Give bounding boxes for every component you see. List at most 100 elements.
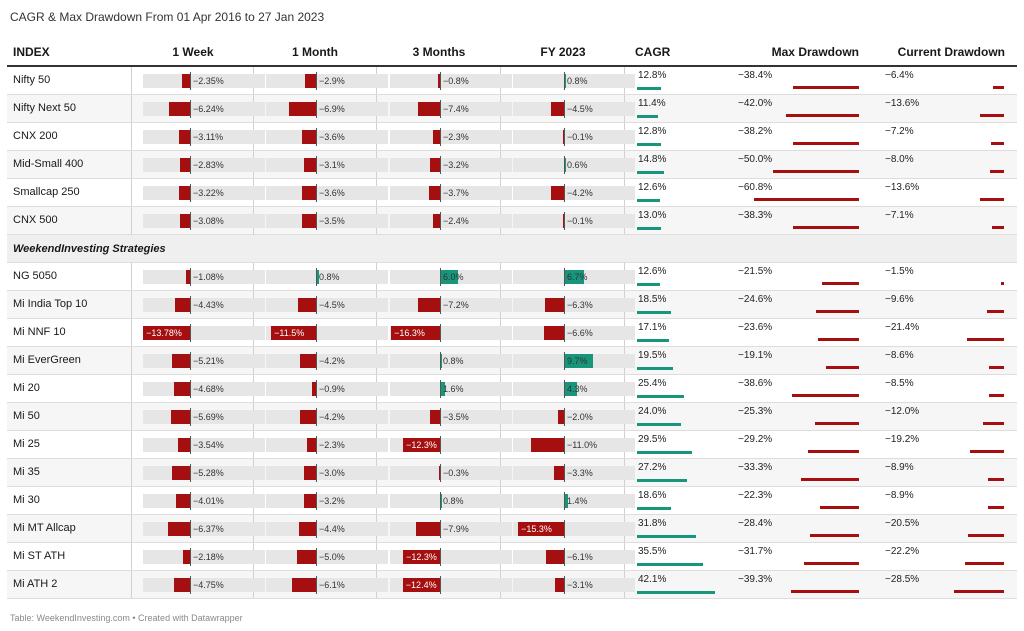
zero-line [190, 520, 191, 538]
bar-track [143, 130, 265, 144]
zero-line [564, 548, 565, 566]
data-label: −2.4% [443, 216, 469, 226]
table-row: Mi ST ATH −2.18% −5.0% −12.3% −6.1% 35.5% −31.… [7, 543, 1017, 571]
bar [551, 186, 564, 200]
data-label: −6.1% [319, 580, 345, 590]
metric-value: −38.6% [738, 378, 773, 389]
bar [143, 326, 190, 340]
zero-line [190, 184, 191, 202]
column-divider [131, 95, 132, 122]
bar [564, 354, 594, 368]
zero-line [564, 380, 565, 398]
metric-value: −13.6% [885, 98, 920, 109]
bar-track [143, 494, 265, 508]
metric-bar [792, 86, 859, 89]
metric-value: 12.6% [638, 266, 667, 277]
data-label: −2.3% [443, 132, 469, 142]
bar-track [266, 438, 388, 452]
zero-line [190, 324, 191, 342]
column-divider [131, 543, 132, 570]
row-name: Mi 20 [13, 382, 40, 394]
bar [545, 298, 564, 312]
header-row: INDEX 1 Week 1 Month 3 Months FY 2023 CAGR Max… [7, 39, 1017, 67]
zero-line [440, 576, 441, 594]
data-label: −2.83% [193, 160, 224, 170]
bar-track [513, 102, 635, 116]
zero-line [190, 492, 191, 510]
metric-bar [990, 170, 1004, 173]
data-label: −3.0% [319, 468, 345, 478]
zero-line [316, 380, 317, 398]
zero-line [190, 72, 191, 90]
table-row: Mi ATH 2 −4.75% −6.1% −12.4% −3.1% 42.1% −39.3… [7, 571, 1017, 599]
bar [182, 550, 190, 564]
row-name: Mid-Small 400 [13, 158, 84, 170]
metric-bar [815, 422, 859, 425]
data-label: −5.69% [193, 412, 224, 422]
metric-bar [980, 114, 1004, 117]
bar [562, 130, 564, 144]
group-header: WeekendInvesting Strategies [7, 235, 1017, 263]
data-label: −3.1% [319, 160, 345, 170]
zero-line [564, 408, 565, 426]
data-label: −6.24% [193, 104, 224, 114]
bar [182, 74, 190, 88]
metric-value: 18.6% [638, 490, 667, 501]
metric-value: 25.4% [638, 378, 667, 389]
data-label: −12.3% [406, 440, 437, 450]
metric-bar [753, 198, 859, 201]
row-name: Mi NNF 10 [13, 326, 66, 338]
bar [304, 74, 316, 88]
metric-bar [786, 114, 859, 117]
column-divider [131, 151, 132, 178]
metric-value: −23.6% [738, 322, 773, 333]
bar-track [266, 354, 388, 368]
bar [430, 158, 440, 172]
bar [170, 410, 190, 424]
bar-track [266, 382, 388, 396]
zero-line [190, 576, 191, 594]
metric-bar [791, 590, 859, 593]
bar-track [513, 130, 635, 144]
bar-track [266, 158, 388, 172]
zero-line [190, 156, 191, 174]
data-label: 6.0% [443, 272, 464, 282]
metric-bar [804, 562, 859, 565]
metric-bar [954, 590, 1004, 593]
metric-value: −39.3% [738, 574, 773, 585]
column-divider [131, 347, 132, 374]
zero-line [440, 548, 441, 566]
bar [179, 214, 190, 228]
metric-value: 12.8% [638, 70, 667, 81]
data-label: −3.3% [567, 468, 593, 478]
zero-line [564, 100, 565, 118]
metric-bar [992, 86, 1004, 89]
zero-line [564, 212, 565, 230]
data-label: −15.3% [521, 524, 552, 534]
zero-line [316, 156, 317, 174]
column-divider [131, 403, 132, 430]
metric-bar [988, 366, 1004, 369]
bar-track [513, 410, 635, 424]
bar-track [390, 466, 512, 480]
metric-bar [637, 507, 672, 510]
column-header: INDEX [13, 45, 50, 59]
row-name: Mi EverGreen [13, 354, 81, 366]
table-row: Mid-Small 400 −2.83% −3.1% −3.2% 0.6% 14.8% −5… [7, 151, 1017, 179]
bar [416, 522, 440, 536]
metric-bar [637, 479, 688, 482]
bar [545, 550, 564, 564]
bar [301, 186, 316, 200]
bar-track [266, 74, 388, 88]
metric-value: −7.1% [885, 210, 914, 221]
bar [564, 494, 569, 508]
metric-bar [983, 422, 1004, 425]
zero-line [564, 576, 565, 594]
bar [304, 466, 316, 480]
column-divider [131, 207, 132, 234]
bar [562, 214, 564, 228]
bar-track [390, 214, 512, 228]
metric-value: −21.4% [885, 322, 920, 333]
metric-bar [818, 338, 859, 341]
bar [298, 298, 316, 312]
